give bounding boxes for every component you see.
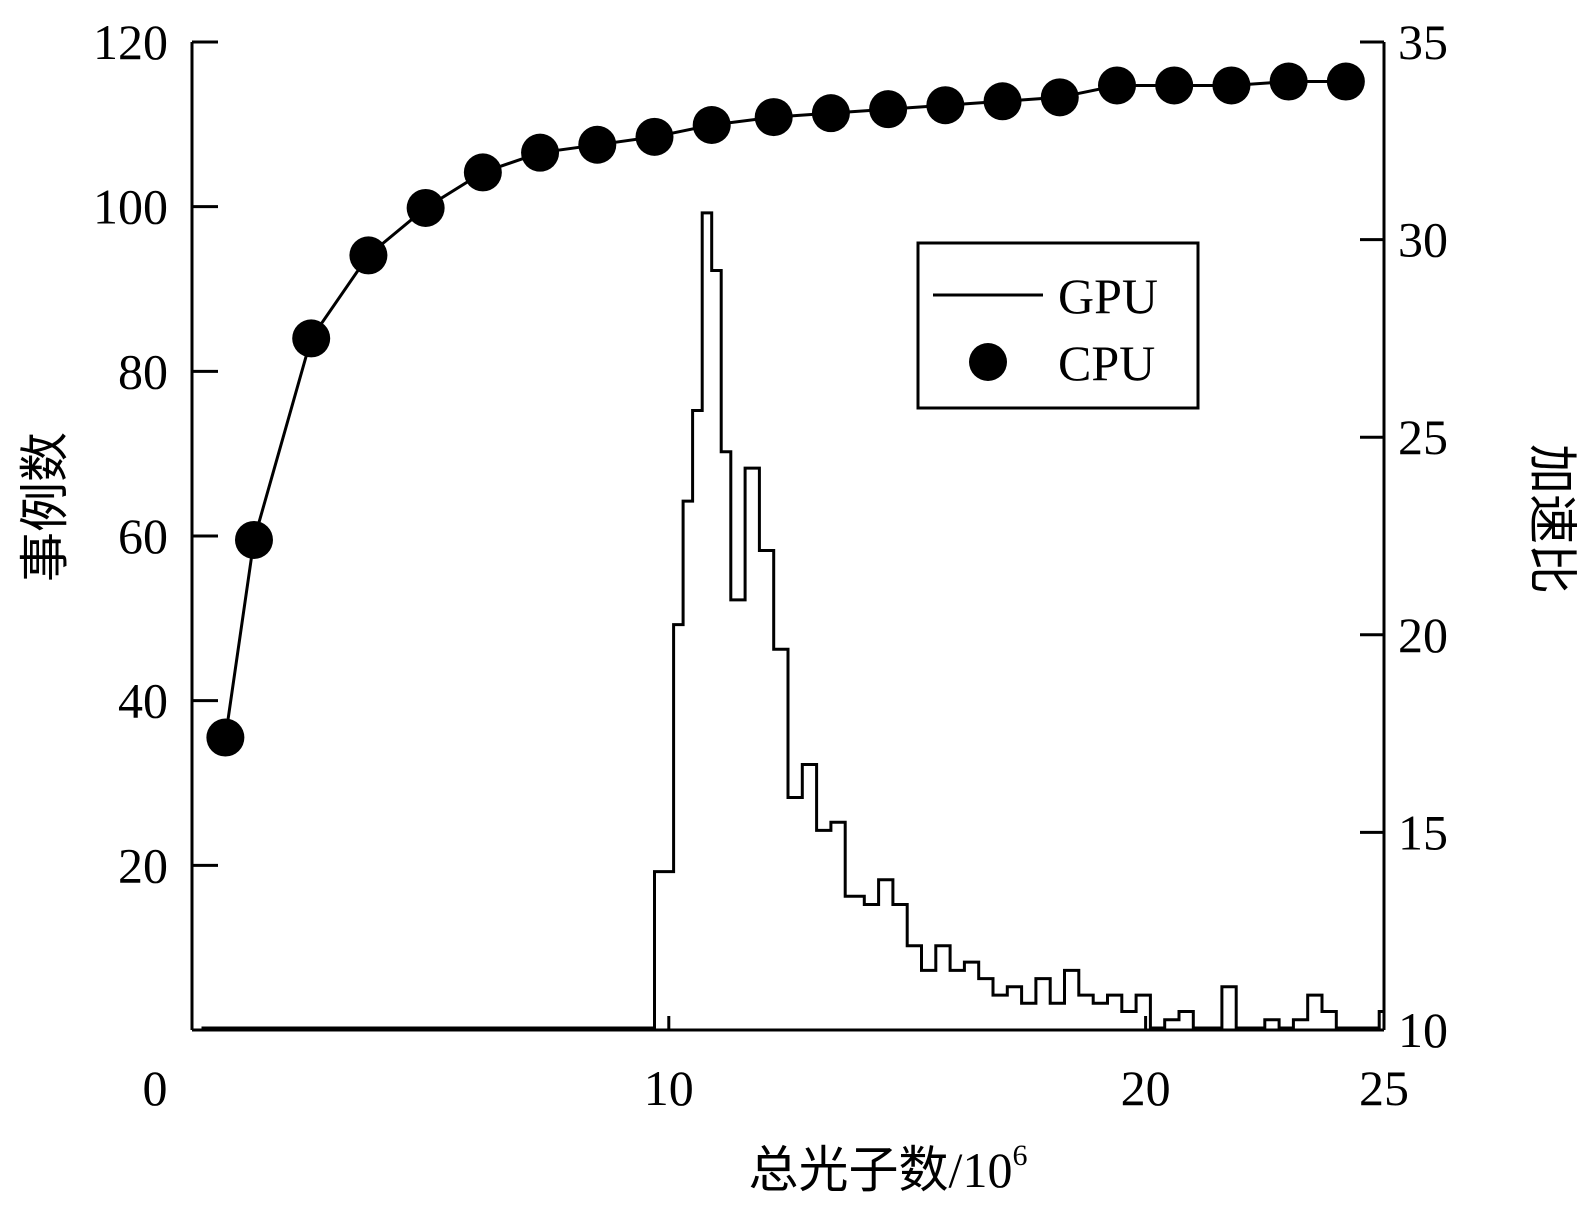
right-tick-label: 25 [1398,409,1448,465]
axes: 0 10 20 25 20 40 60 80 100 120 10 15 20 25 30 35 [93,14,1448,1116]
gpu-series [201,211,1384,1030]
cpu-point [521,133,560,172]
legend-cpu-label: CPU [1058,335,1155,391]
legend-gpu-label: GPU [1058,268,1158,324]
left-tick-label: 60 [118,508,168,564]
legend: GPU CPU [916,241,1200,410]
cpu-point [983,82,1022,121]
cpu-point [578,125,617,164]
x-tick-label: 20 [1121,1060,1171,1116]
cpu-point [349,236,388,275]
x-tick-label: 0 [143,1060,168,1116]
x-axis-title: 总光子数/106 [749,1139,1028,1198]
cpu-point [692,105,731,144]
left-tick-label: 20 [118,837,168,893]
right-axis-title: 加速比 [1524,444,1580,594]
cpu-series [206,62,1365,757]
cpu-point [1040,78,1079,117]
x-axis-title-main: 总光子数/10 [749,1142,1013,1198]
right-tick-label: 10 [1398,1002,1448,1058]
legend-cpu-circle-icon [969,343,1007,381]
right-tick-label: 30 [1398,212,1448,268]
cpu-point [811,94,850,133]
cpu-point [1269,62,1308,101]
left-tick-label: 80 [118,343,168,399]
cpu-point [1212,66,1251,105]
cpu-point [754,98,793,137]
left-tick-label: 40 [118,673,168,729]
right-tick-label: 15 [1398,804,1448,860]
x-tick-label: 10 [644,1060,694,1116]
x-axis-title-superscript: 6 [1012,1139,1027,1172]
cpu-point [234,520,273,559]
right-tick-label: 35 [1398,14,1448,70]
cpu-point [869,90,908,129]
cpu-line [223,80,1346,738]
cpu-point [1155,66,1194,105]
cpu-point [463,153,502,192]
cpu-point [292,319,331,358]
gpu-step-line [201,211,1384,1030]
x-tick-label: 25 [1359,1060,1409,1116]
cpu-point [926,86,965,125]
cpu-point [635,117,674,156]
right-tick-label: 20 [1398,607,1448,663]
cpu-point [1097,66,1136,105]
cpu-point [206,718,245,757]
cpu-point [1326,62,1365,101]
left-axis-title: 事例数 [17,432,73,582]
left-tick-label: 120 [93,14,168,70]
cpu-point [406,188,445,227]
left-tick-label: 100 [93,179,168,235]
legend-box [916,241,1200,410]
